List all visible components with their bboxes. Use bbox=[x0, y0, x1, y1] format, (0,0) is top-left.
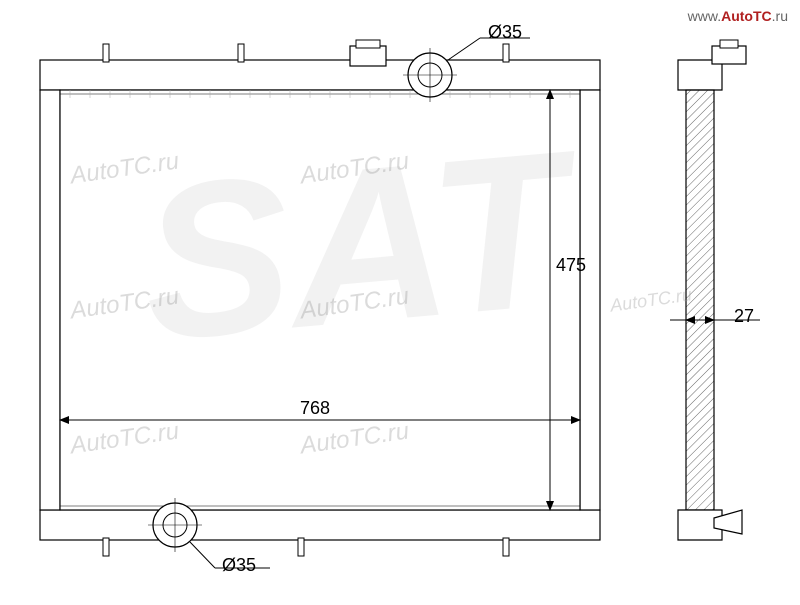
dim-height-label: 475 bbox=[556, 255, 586, 276]
logo-watermark: SAT bbox=[133, 103, 592, 386]
dim-inlet-label: Ø35 bbox=[488, 22, 522, 43]
dim-thickness-label: 27 bbox=[734, 306, 754, 327]
url-suffix: .ru bbox=[772, 8, 788, 24]
url-mid: AutoTC bbox=[721, 8, 772, 24]
url-prefix: www. bbox=[688, 8, 721, 24]
front-view: SAT bbox=[40, 40, 600, 556]
dim-width-label: 768 bbox=[300, 398, 330, 419]
source-url: www.AutoTC.ru bbox=[688, 8, 788, 24]
drawing-canvas: SAT bbox=[0, 0, 800, 600]
drawing-svg: SAT bbox=[0, 0, 800, 600]
side-view bbox=[678, 40, 746, 540]
dim-outlet-label: Ø35 bbox=[222, 555, 256, 576]
